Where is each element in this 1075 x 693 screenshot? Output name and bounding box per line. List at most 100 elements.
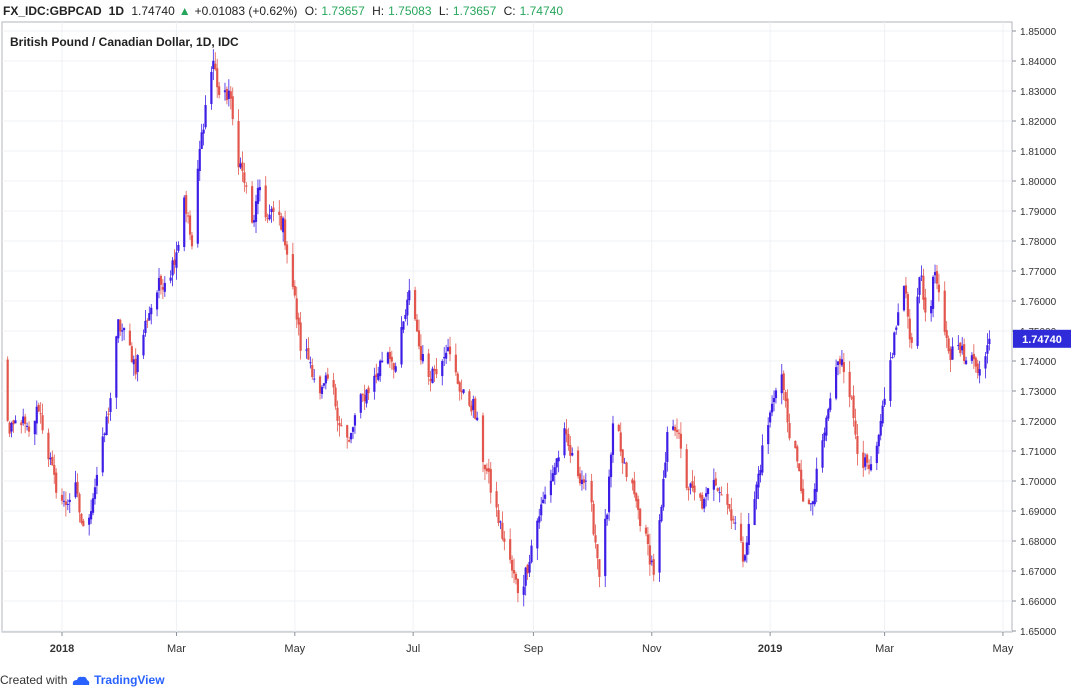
candle-body — [924, 297, 927, 313]
candle-body — [945, 330, 948, 339]
candle-body — [187, 215, 190, 217]
candle-body — [22, 416, 25, 424]
low-value: 1.73657 — [452, 4, 497, 18]
close-value: 1.74740 — [519, 4, 564, 18]
candle-body — [346, 425, 349, 438]
candle-body — [897, 312, 900, 326]
x-tick-label: Sep — [524, 643, 544, 655]
candle-body — [691, 481, 694, 489]
candle-body — [295, 298, 298, 320]
candle-body — [685, 449, 688, 489]
candle-body — [272, 207, 275, 212]
candle-body — [251, 186, 254, 223]
candle-body — [666, 432, 669, 462]
x-tick-label: 2018 — [50, 643, 74, 655]
candle-body — [80, 513, 83, 523]
price-chart[interactable]: 1.65000 1.66000 1.67000 1.68000 1.69000 1.700… — [0, 0, 1075, 668]
candle-body — [631, 479, 634, 484]
candle-body — [359, 394, 362, 413]
candle-body — [119, 319, 122, 332]
candle-body — [933, 272, 937, 276]
candle-body — [516, 578, 520, 594]
candle-body — [148, 313, 151, 321]
candle-body — [943, 290, 946, 332]
last-price-box — [1013, 329, 1071, 348]
y-tick-label: 1.71000 — [1020, 447, 1057, 458]
candle-body — [608, 476, 611, 513]
candle-body — [144, 320, 147, 334]
candle-body — [902, 286, 906, 311]
candle-body — [672, 426, 675, 430]
candle-body — [563, 428, 566, 456]
candle-body — [291, 254, 294, 287]
candle-body — [854, 420, 857, 435]
candle-body — [361, 393, 364, 395]
candle-body — [483, 464, 487, 470]
candle-body — [487, 468, 490, 472]
candle-body — [875, 445, 878, 464]
candle-body — [400, 327, 403, 365]
candle-body — [74, 482, 77, 498]
candle-body — [770, 403, 774, 413]
candle-body — [836, 361, 840, 366]
candle-body — [413, 290, 417, 320]
candle-body — [499, 521, 502, 523]
candle-body — [813, 488, 816, 505]
candle-body — [869, 464, 873, 471]
candle-body — [377, 373, 380, 380]
candle-body — [705, 493, 708, 497]
candle-body — [326, 374, 329, 379]
candle-body — [784, 392, 787, 402]
candle-body — [476, 417, 479, 421]
symbol-name[interactable]: FX_IDC:GBPCAD — [3, 4, 102, 18]
candle-body — [609, 454, 613, 478]
candle-body — [961, 345, 964, 351]
candle-body — [866, 454, 869, 463]
candle-body — [567, 434, 570, 446]
candle-body — [741, 542, 745, 562]
candle-body — [103, 433, 106, 436]
candle-body — [920, 275, 923, 277]
candle-body — [701, 494, 704, 509]
candle-body — [951, 346, 954, 360]
candle-body — [173, 259, 176, 265]
candle-body — [320, 386, 324, 394]
candle-body — [821, 440, 824, 468]
candle-body — [699, 493, 702, 498]
candle-body — [986, 345, 989, 354]
candle-body — [650, 560, 653, 563]
candle-body — [351, 427, 355, 432]
x-tick-label: Nov — [642, 643, 662, 655]
candle-body — [800, 469, 803, 492]
plot-area[interactable] — [1, 21, 1013, 633]
y-tick-label: 1.73000 — [1020, 387, 1057, 398]
candle-body — [448, 346, 452, 355]
candle-body — [392, 363, 395, 370]
candle-body — [693, 485, 696, 493]
candle-body — [55, 472, 58, 493]
y-tick-label: 1.66000 — [1020, 597, 1057, 608]
candle-body — [726, 493, 729, 505]
candle-body — [916, 296, 919, 346]
candle-body — [834, 367, 838, 399]
tradingview-brand[interactable]: TradingView — [94, 673, 165, 687]
candle-body — [580, 479, 584, 484]
candle-body — [117, 319, 120, 339]
candle-body — [146, 320, 149, 322]
candle-body — [489, 469, 492, 493]
candle-body — [728, 504, 731, 509]
candle-body — [47, 432, 50, 460]
candle-body — [908, 318, 911, 340]
x-tick-label: Mar — [167, 643, 186, 655]
candle-body — [918, 277, 921, 295]
interval[interactable]: 1D — [108, 4, 125, 18]
candle-body — [62, 500, 66, 502]
candle-body — [823, 432, 826, 441]
candle-body — [673, 426, 677, 431]
candle-body — [648, 545, 651, 565]
candle-body — [406, 299, 409, 316]
y-tick-label: 1.83000 — [1020, 87, 1057, 98]
time-axis[interactable]: 2018 Mar May Jul Sep Nov 2019 Mar May — [50, 632, 1014, 655]
candle-body — [883, 398, 886, 405]
candle-body — [311, 365, 314, 378]
